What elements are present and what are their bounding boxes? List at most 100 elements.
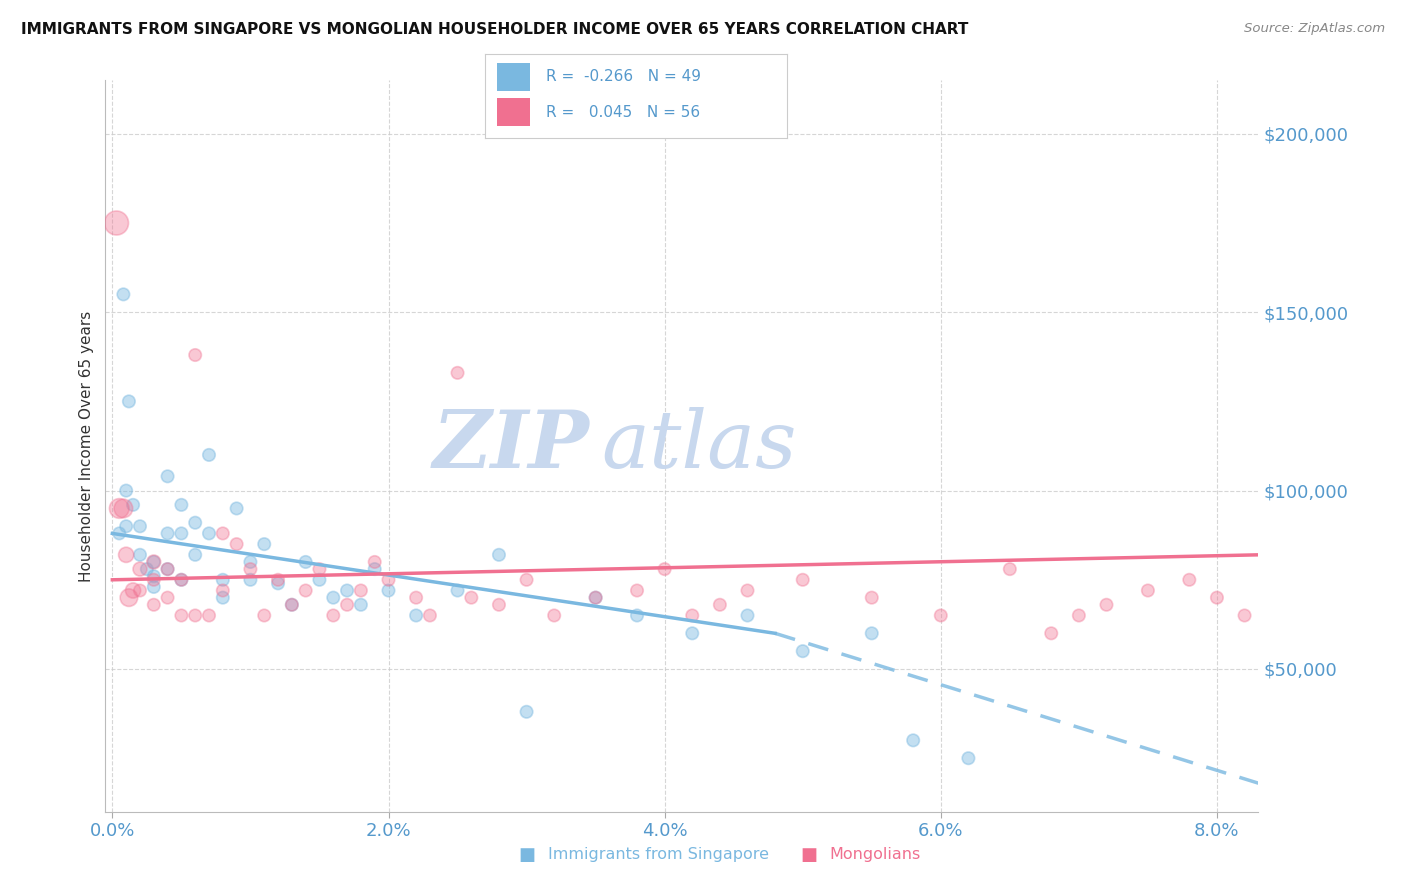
Point bbox=[239, 555, 262, 569]
Point bbox=[336, 583, 359, 598]
Point bbox=[253, 608, 276, 623]
Point bbox=[156, 526, 179, 541]
Point bbox=[792, 644, 814, 658]
Point bbox=[626, 608, 648, 623]
Point bbox=[267, 573, 290, 587]
Point bbox=[129, 583, 152, 598]
Point bbox=[419, 608, 441, 623]
Point bbox=[184, 608, 207, 623]
Point bbox=[198, 608, 221, 623]
Point bbox=[170, 608, 193, 623]
Point bbox=[585, 591, 607, 605]
Text: Mongolians: Mongolians bbox=[830, 847, 921, 862]
Point bbox=[112, 501, 135, 516]
Point bbox=[737, 608, 759, 623]
Point bbox=[211, 573, 233, 587]
Point bbox=[115, 548, 138, 562]
Point bbox=[105, 216, 128, 230]
Point bbox=[737, 583, 759, 598]
Point bbox=[377, 583, 399, 598]
Point bbox=[1136, 583, 1159, 598]
Text: Immigrants from Singapore: Immigrants from Singapore bbox=[548, 847, 769, 862]
Point bbox=[363, 555, 385, 569]
Point bbox=[108, 526, 131, 541]
Point bbox=[405, 608, 427, 623]
Point bbox=[156, 562, 179, 576]
Point bbox=[142, 580, 165, 594]
Point bbox=[170, 498, 193, 512]
Point bbox=[294, 555, 316, 569]
Point bbox=[211, 526, 233, 541]
Bar bbox=[498, 62, 530, 91]
Point bbox=[860, 626, 883, 640]
Point bbox=[322, 591, 344, 605]
Point bbox=[184, 348, 207, 362]
Point bbox=[998, 562, 1021, 576]
Point bbox=[654, 562, 676, 576]
Point bbox=[118, 591, 141, 605]
Point bbox=[198, 448, 221, 462]
Point bbox=[225, 501, 247, 516]
Point bbox=[170, 526, 193, 541]
Bar bbox=[498, 98, 530, 127]
Point bbox=[142, 555, 165, 569]
Point bbox=[239, 573, 262, 587]
Point bbox=[1233, 608, 1256, 623]
Point bbox=[170, 573, 193, 587]
Point bbox=[446, 366, 468, 380]
Point bbox=[488, 598, 510, 612]
Point bbox=[239, 562, 262, 576]
Point bbox=[122, 498, 145, 512]
Point bbox=[308, 562, 330, 576]
Point bbox=[267, 576, 290, 591]
Point bbox=[142, 573, 165, 587]
Point bbox=[253, 537, 276, 551]
Point bbox=[446, 583, 468, 598]
Point bbox=[1040, 626, 1063, 640]
Point bbox=[115, 519, 138, 533]
Point bbox=[184, 548, 207, 562]
Point bbox=[156, 591, 179, 605]
Point bbox=[377, 573, 399, 587]
Point bbox=[1067, 608, 1090, 623]
Point bbox=[585, 591, 607, 605]
Text: ZIP: ZIP bbox=[433, 408, 589, 484]
Point bbox=[118, 394, 141, 409]
Y-axis label: Householder Income Over 65 years: Householder Income Over 65 years bbox=[79, 310, 94, 582]
Point bbox=[792, 573, 814, 587]
Point bbox=[488, 548, 510, 562]
Text: IMMIGRANTS FROM SINGAPORE VS MONGOLIAN HOUSEHOLDER INCOME OVER 65 YEARS CORRELAT: IMMIGRANTS FROM SINGAPORE VS MONGOLIAN H… bbox=[21, 22, 969, 37]
Point bbox=[1206, 591, 1229, 605]
Text: atlas: atlas bbox=[602, 408, 797, 484]
Point bbox=[516, 705, 538, 719]
Text: R =   0.045   N = 56: R = 0.045 N = 56 bbox=[546, 105, 700, 120]
Point bbox=[350, 598, 373, 612]
Point bbox=[142, 555, 165, 569]
Text: Source: ZipAtlas.com: Source: ZipAtlas.com bbox=[1244, 22, 1385, 36]
Point bbox=[281, 598, 304, 612]
Point bbox=[1095, 598, 1118, 612]
Point bbox=[322, 608, 344, 623]
Point bbox=[709, 598, 731, 612]
Point bbox=[350, 583, 373, 598]
Point bbox=[308, 573, 330, 587]
Point bbox=[198, 526, 221, 541]
Point bbox=[543, 608, 565, 623]
Text: R =  -0.266   N = 49: R = -0.266 N = 49 bbox=[546, 70, 700, 85]
Point bbox=[294, 583, 316, 598]
Point bbox=[142, 598, 165, 612]
Point bbox=[929, 608, 952, 623]
Point bbox=[122, 583, 145, 598]
Point bbox=[957, 751, 980, 765]
Point bbox=[363, 562, 385, 576]
Point bbox=[626, 583, 648, 598]
Point bbox=[901, 733, 924, 747]
Point bbox=[405, 591, 427, 605]
Point bbox=[115, 483, 138, 498]
Point bbox=[211, 591, 233, 605]
Point bbox=[336, 598, 359, 612]
Point bbox=[681, 626, 703, 640]
Point bbox=[135, 562, 157, 576]
Point bbox=[211, 583, 233, 598]
Point bbox=[129, 519, 152, 533]
